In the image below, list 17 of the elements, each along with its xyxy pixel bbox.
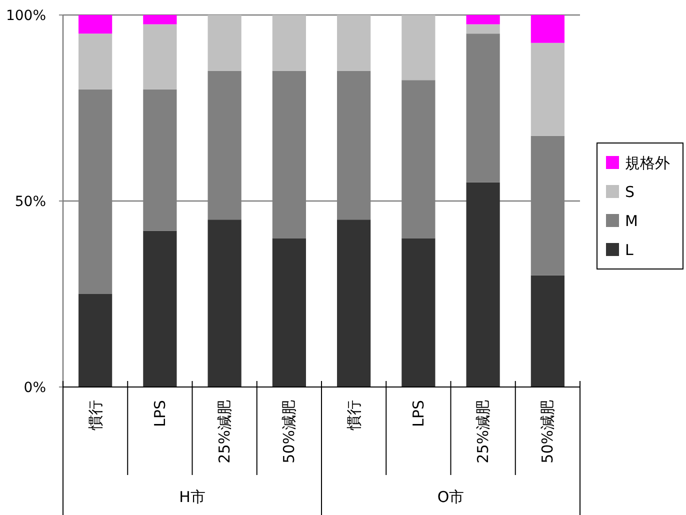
text: H市 <box>179 488 206 506</box>
x-tick-label: LPS <box>150 400 169 427</box>
x-tick-label: 25%減肥 <box>474 400 492 464</box>
x-tick-label: 50%減肥 <box>280 400 298 464</box>
x-tick-label: 25%減肥 <box>216 400 234 464</box>
x-tick-label: 慣行 <box>344 400 363 431</box>
text: O市 <box>437 488 464 506</box>
y-tick-label: 50% <box>14 194 46 210</box>
legend-label: S <box>625 183 635 201</box>
x-tick-label: LPS <box>409 400 428 427</box>
y-tick-label: 0% <box>24 380 46 396</box>
legend-label: M <box>625 212 638 230</box>
x-tick-label: 慣行 <box>86 400 104 431</box>
x-tick-label: 50%減肥 <box>538 400 557 464</box>
legend-label: 規格外 <box>625 154 670 172</box>
legend-label: L <box>625 241 634 259</box>
y-tick-label: 100% <box>6 8 46 24</box>
